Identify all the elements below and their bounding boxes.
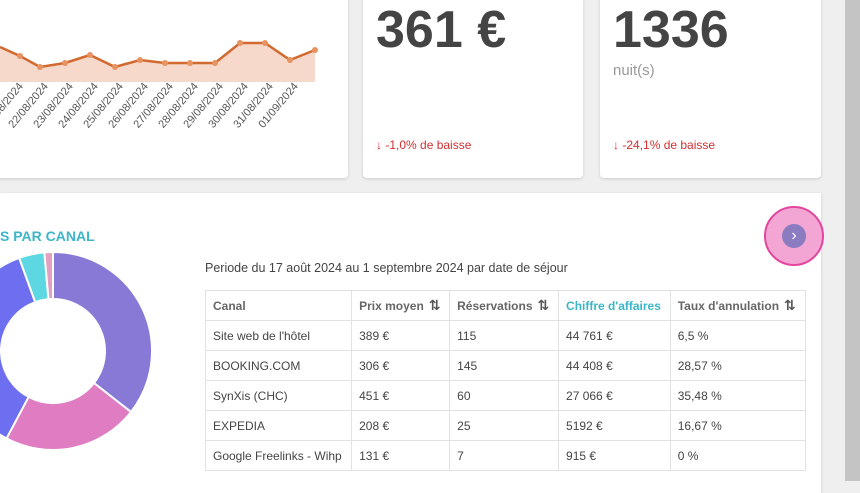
table-cell: 306 € xyxy=(351,350,451,381)
table-row: Google Freelinks - Wihp 131 €7 915 €0 % xyxy=(204,440,807,471)
sort-icon: ⇅ xyxy=(428,297,441,313)
sort-icon: ⇅ xyxy=(784,297,796,313)
card-unit: nuit(s) xyxy=(613,62,655,79)
channel-panel: S PAR CANAL Periode du 17 août 2024 au 1… xyxy=(0,193,821,493)
next-icon[interactable]: › xyxy=(782,224,806,248)
header-text: Prix moyen xyxy=(359,299,424,313)
table-cell: 145 xyxy=(449,350,560,381)
table-cell: 131 € xyxy=(351,440,451,471)
card-change: ↓ -1,0% de baisse xyxy=(376,138,471,152)
donut-segment xyxy=(43,253,54,301)
table-cell: 6,5 % xyxy=(669,320,807,351)
change-text: -1,0% de baisse xyxy=(385,138,472,152)
table-cell: 451 € xyxy=(351,380,451,411)
table-cell: 35,48 % xyxy=(669,380,807,411)
table-cell: Site web de l'hôtel xyxy=(204,320,353,351)
change-text: -24,1% de baisse xyxy=(622,138,716,152)
header-text: Réservations xyxy=(457,299,533,313)
card-value: 361 € xyxy=(376,1,507,59)
column-header[interactable]: Canal xyxy=(204,290,353,321)
table-row: SynXis (CHC) 451 €60 27 066 €35,48 % xyxy=(204,380,807,411)
header-text: Chiffre d'affaires xyxy=(566,298,661,313)
table-cell: 44 761 € xyxy=(558,320,671,351)
points xyxy=(17,40,318,70)
header-text: Taux d'annulation xyxy=(677,299,780,313)
table-row: EXPEDIA 208 €25 5192 €16,67 % xyxy=(204,410,807,441)
table-cell: BOOKING.COM xyxy=(204,350,353,381)
card-value: 1336 xyxy=(613,1,729,59)
table-cell: 389 € xyxy=(351,320,451,351)
table-cell: Google Freelinks - Wihp xyxy=(204,440,353,471)
table-row: BOOKING.COM 306 €145 44 408 €28,57 % xyxy=(204,350,807,381)
card: 361 € ↓ -1,0% de baisse xyxy=(363,0,583,178)
table-row: Site web de l'hôtel 389 €115 44 761 €6,5 % xyxy=(204,320,807,351)
card-change: ↓ -24,1% de baisse xyxy=(613,138,715,152)
table-cell: 915 € xyxy=(558,440,671,471)
table-cell: 5192 € xyxy=(558,410,671,441)
line-card: 20/08/202421/08/202422/08/202423/08/2024… xyxy=(0,0,348,178)
header-text: Canal xyxy=(213,298,246,313)
table-cell: 44 408 € xyxy=(558,350,671,381)
table-cell: EXPEDIA xyxy=(204,410,353,441)
donut-segment xyxy=(0,256,37,440)
arrow: ↓ xyxy=(376,138,382,152)
period: Periode du 17 août 2024 au 1 septembre 2… xyxy=(205,261,568,275)
column-header[interactable]: Taux d'annulation ⇅ xyxy=(669,290,807,321)
donut-segment xyxy=(52,253,153,414)
column-header[interactable]: Chiffre d'affaires xyxy=(558,290,671,321)
table-cell: 27 066 € xyxy=(558,380,671,411)
table-cell: 25 xyxy=(449,410,560,441)
table-cell: 16,67 % xyxy=(669,410,807,441)
table-cell: 28,57 % xyxy=(669,350,807,381)
table-cell: 208 € xyxy=(351,410,451,441)
column-header[interactable]: Prix moyen ⇅ xyxy=(351,290,451,321)
table-cell: 60 xyxy=(449,380,560,411)
card: 1336 nuit(s) ↓ -24,1% de baisse xyxy=(600,0,821,178)
column-header[interactable]: Réservations ⇅ xyxy=(449,290,560,321)
sort-icon: ⇅ xyxy=(537,297,550,313)
next-button[interactable]: › xyxy=(764,206,824,266)
table-cell: 7 xyxy=(449,440,560,471)
line xyxy=(0,41,316,69)
table-cell: 115 xyxy=(449,320,560,351)
line-chart: 20/08/202421/08/202422/08/202423/08/2024… xyxy=(0,40,318,131)
arrow: ↓ xyxy=(613,138,619,152)
donut-chart xyxy=(0,253,153,451)
channel-table: Canal Prix moyen ⇅ Réservations ⇅ Chiffre d'a… xyxy=(204,290,807,471)
table-cell: SynXis (CHC) xyxy=(204,380,353,411)
section-title: S PAR CANAL xyxy=(0,228,95,244)
scrollbar[interactable] xyxy=(845,0,860,481)
table-cell: 0 % xyxy=(669,440,807,471)
